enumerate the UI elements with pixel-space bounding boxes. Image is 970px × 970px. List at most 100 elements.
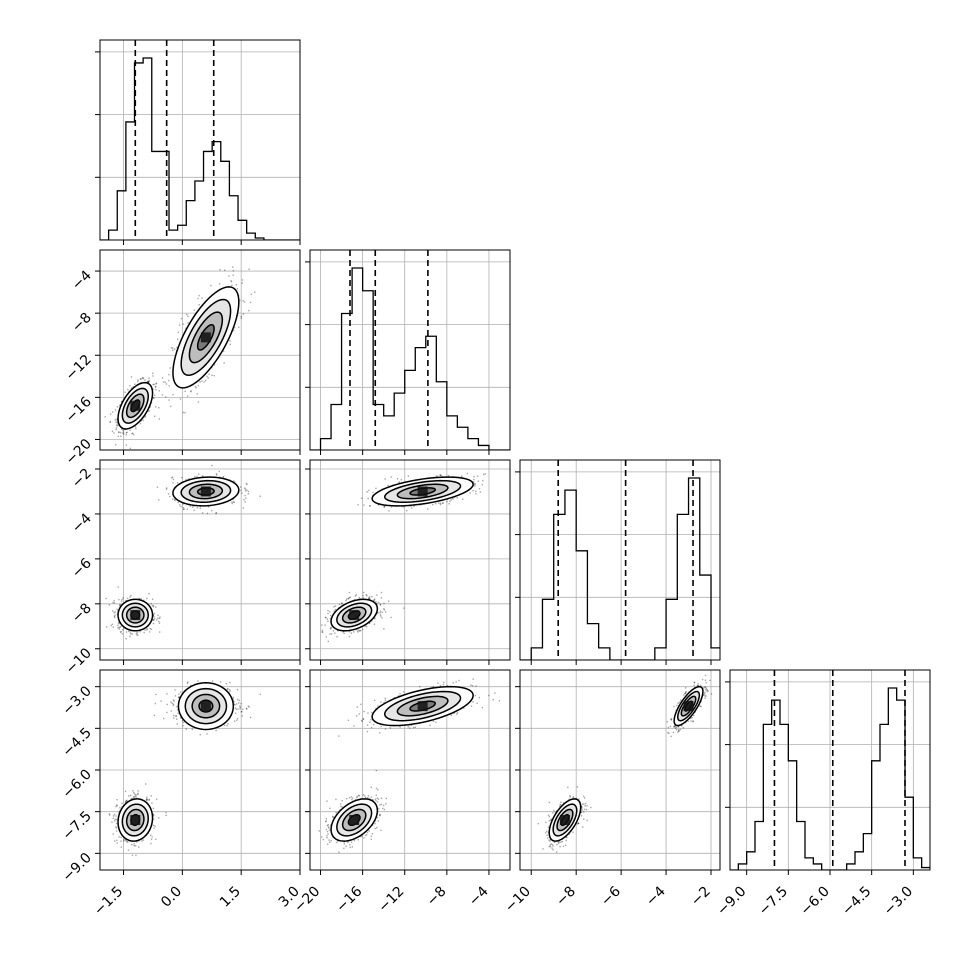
scatter-point <box>250 293 252 296</box>
scatter-point <box>120 846 123 848</box>
scatter-point <box>149 406 151 408</box>
scatter-point <box>164 381 166 384</box>
scatter-panel-2-1 <box>305 459 511 665</box>
scatter-point <box>109 421 112 423</box>
scatter-point <box>232 498 234 501</box>
scatter-point <box>379 604 382 606</box>
scatter-point <box>172 482 174 484</box>
scatter-point <box>155 383 157 385</box>
scatter-point <box>158 817 160 819</box>
scatter-point <box>342 631 344 633</box>
scatter-point <box>167 493 170 495</box>
scatter-point <box>127 630 130 633</box>
scatter-point <box>166 487 168 489</box>
panel-frame <box>309 459 511 661</box>
scatter-point <box>121 428 123 430</box>
scatter-point <box>190 390 192 392</box>
scatter-point <box>185 313 188 316</box>
scatter-point <box>466 472 469 475</box>
scatter-point <box>244 488 247 490</box>
gridlines <box>100 40 301 240</box>
scatter-point <box>155 406 157 408</box>
scatter-point <box>327 620 329 623</box>
scatter-point <box>224 269 226 272</box>
scatter-point <box>242 300 244 302</box>
scatter-point <box>201 380 203 382</box>
scatter-point <box>473 476 475 478</box>
scatter-point <box>388 510 390 512</box>
scatter-point <box>125 638 127 640</box>
scatter-point <box>478 488 481 490</box>
scatter-point <box>134 845 137 847</box>
scatter-point <box>434 502 437 505</box>
scatter-point <box>152 818 155 820</box>
scatter-point <box>241 282 243 284</box>
scatter-point <box>334 608 337 611</box>
scatter-point <box>330 628 332 630</box>
scatter-point <box>475 490 477 492</box>
scatter-point <box>362 594 364 597</box>
scatter-point <box>134 426 137 428</box>
scatter-point <box>361 628 364 630</box>
scatter-point <box>406 509 408 512</box>
scatter-point <box>150 628 153 631</box>
scatter-point <box>338 603 341 606</box>
scatter-point <box>439 503 442 506</box>
scatter-point <box>337 629 339 632</box>
scatter-point <box>118 598 120 601</box>
scatter-point <box>198 294 200 297</box>
scatter-point <box>375 601 377 603</box>
scatter-point <box>121 633 123 635</box>
scatter-point <box>383 506 385 509</box>
scatter-point <box>182 323 184 325</box>
scatter-point <box>222 476 224 479</box>
scatter-point <box>131 633 133 635</box>
scatter-point <box>215 512 218 514</box>
scatter-point <box>115 830 118 832</box>
scatter-point <box>115 815 117 817</box>
gridlines <box>520 460 720 660</box>
scatter-point <box>208 373 210 375</box>
scatter-point <box>383 505 385 507</box>
scatter-point <box>165 811 167 814</box>
scatter-point <box>231 502 233 505</box>
scatter-point <box>153 616 155 618</box>
scatter-point <box>452 498 454 500</box>
scatter-point <box>125 600 127 602</box>
scatter-point <box>232 266 234 268</box>
scatter-point <box>154 385 157 388</box>
scatter-point <box>384 478 386 480</box>
scatter-point <box>354 595 357 597</box>
scatter-point <box>196 475 198 478</box>
scatter-point <box>233 326 236 329</box>
scatter-point <box>367 497 369 500</box>
scatter-point <box>153 612 156 615</box>
scatter-point <box>139 630 141 633</box>
scatter-point <box>121 400 123 403</box>
scatter-point <box>181 476 183 479</box>
scatter-point <box>207 506 210 508</box>
scatter-point <box>330 626 332 629</box>
scatter-point <box>188 478 190 480</box>
scatter-points <box>104 266 256 450</box>
scatter-point <box>133 795 136 798</box>
scatter-point <box>121 628 124 631</box>
scatter-point <box>210 509 213 512</box>
scatter-point <box>244 490 247 492</box>
scatter-point <box>355 594 358 596</box>
scatter-point <box>129 631 132 633</box>
scatter-point <box>190 390 192 393</box>
scatter-point <box>135 841 138 843</box>
scatter-point <box>374 598 376 601</box>
scatter-point <box>148 631 151 633</box>
scatter-point <box>123 840 125 842</box>
scatter-point <box>152 619 154 621</box>
scatter-point <box>367 597 370 599</box>
density-peak <box>130 610 141 621</box>
scatter-point <box>108 604 111 606</box>
scatter-point <box>234 481 236 483</box>
scatter-point <box>116 799 118 801</box>
scatter-point <box>143 599 145 601</box>
density-peak <box>417 486 428 497</box>
scatter-point <box>384 505 386 508</box>
